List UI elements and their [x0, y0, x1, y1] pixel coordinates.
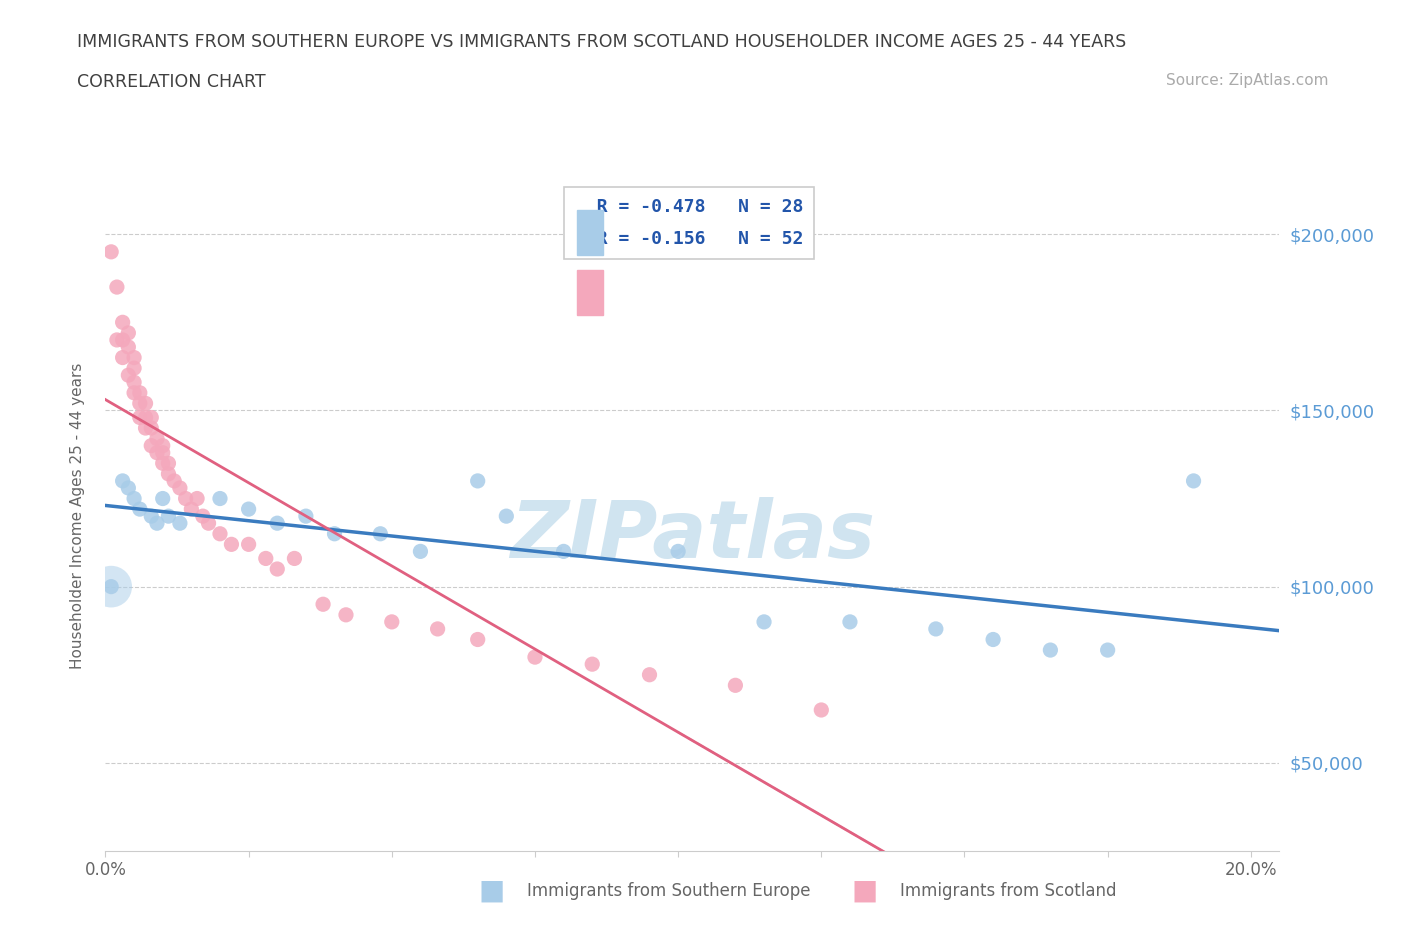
Point [122, 361, 145, 376]
Point [238, 501, 260, 516]
Y-axis label: Householder Income Ages 25 - 44 years: Householder Income Ages 25 - 44 years [70, 363, 84, 670]
Point [100, 579, 122, 594]
Text: Immigrants from Scotland: Immigrants from Scotland [900, 882, 1116, 900]
Point [100, 245, 122, 259]
Point [135, 420, 157, 435]
Point [266, 562, 288, 577]
Point [157, 456, 180, 471]
Text: R = -0.478   N = 28
  R = -0.156   N = 52: R = -0.478 N = 28 R = -0.156 N = 52 [575, 198, 803, 248]
Point [135, 410, 157, 425]
Point [581, 657, 603, 671]
Point [381, 615, 404, 630]
Point [208, 491, 231, 506]
Point [122, 385, 145, 400]
Point [254, 551, 277, 565]
FancyBboxPatch shape [578, 210, 603, 255]
Point [163, 473, 186, 488]
Point [724, 678, 747, 693]
Point [157, 467, 180, 482]
Point [467, 473, 489, 488]
Text: Immigrants from Southern Europe: Immigrants from Southern Europe [527, 882, 811, 900]
Point [186, 491, 208, 506]
Point [141, 410, 163, 425]
Point [467, 632, 489, 647]
Point [152, 491, 174, 506]
Point [752, 615, 775, 630]
Text: ■: ■ [852, 877, 877, 905]
Point [191, 509, 214, 524]
Point [370, 526, 392, 541]
Point [122, 491, 145, 506]
Point [1182, 473, 1205, 488]
Point [128, 385, 150, 400]
Point [141, 438, 163, 453]
Point [146, 516, 169, 531]
Point [105, 333, 128, 348]
Point [839, 615, 862, 630]
Point [426, 621, 449, 636]
Point [666, 544, 689, 559]
Point [638, 668, 661, 683]
Point [152, 438, 174, 453]
Point [122, 375, 145, 390]
Point [128, 396, 150, 411]
Point [208, 526, 231, 541]
Point [117, 326, 139, 340]
Point [146, 432, 169, 446]
Point [135, 396, 157, 411]
Point [495, 509, 517, 524]
Point [117, 367, 139, 382]
Point [283, 551, 305, 565]
Point [323, 526, 346, 541]
Point [146, 445, 169, 460]
Text: CORRELATION CHART: CORRELATION CHART [77, 73, 266, 90]
Point [117, 339, 139, 354]
Point [266, 516, 288, 531]
Point [174, 491, 197, 506]
Point [152, 456, 174, 471]
Point [169, 516, 191, 531]
Text: IMMIGRANTS FROM SOUTHERN EUROPE VS IMMIGRANTS FROM SCOTLAND HOUSEHOLDER INCOME A: IMMIGRANTS FROM SOUTHERN EUROPE VS IMMIG… [77, 33, 1126, 50]
Point [111, 333, 134, 348]
Point [523, 650, 546, 665]
Point [1097, 643, 1119, 658]
FancyBboxPatch shape [578, 270, 603, 315]
Point [312, 597, 335, 612]
Point [553, 544, 575, 559]
Point [221, 537, 243, 551]
Point [152, 445, 174, 460]
Point [100, 579, 122, 594]
Point [238, 537, 260, 551]
Point [169, 481, 191, 496]
Point [409, 544, 432, 559]
Point [141, 509, 163, 524]
Point [1039, 643, 1062, 658]
Point [122, 350, 145, 365]
Point [925, 621, 948, 636]
Point [128, 410, 150, 425]
Text: ZIPatlas: ZIPatlas [510, 498, 875, 576]
Point [295, 509, 318, 524]
Point [157, 509, 180, 524]
Point [111, 350, 134, 365]
Point [197, 516, 219, 531]
Point [128, 501, 150, 516]
Point [117, 481, 139, 496]
Point [141, 420, 163, 435]
Point [111, 315, 134, 330]
Point [105, 280, 128, 295]
Point [810, 702, 832, 717]
Point [180, 501, 202, 516]
Text: Source: ZipAtlas.com: Source: ZipAtlas.com [1166, 73, 1329, 87]
Point [111, 473, 134, 488]
Point [981, 632, 1004, 647]
Point [335, 607, 357, 622]
Text: ■: ■ [479, 877, 505, 905]
